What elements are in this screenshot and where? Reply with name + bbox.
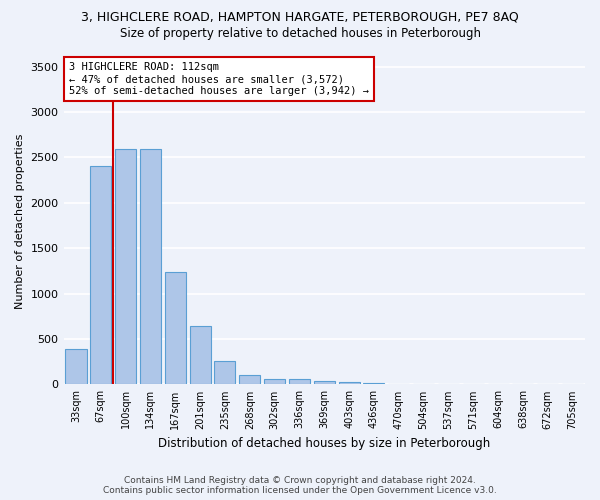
- X-axis label: Distribution of detached houses by size in Peterborough: Distribution of detached houses by size …: [158, 437, 490, 450]
- Bar: [239, 376, 260, 384]
- Bar: [65, 349, 86, 384]
- Bar: [90, 166, 112, 384]
- Text: Size of property relative to detached houses in Peterborough: Size of property relative to detached ho…: [119, 28, 481, 40]
- Text: 3 HIGHCLERE ROAD: 112sqm
← 47% of detached houses are smaller (3,572)
52% of sem: 3 HIGHCLERE ROAD: 112sqm ← 47% of detach…: [69, 62, 369, 96]
- Bar: [140, 149, 161, 384]
- Bar: [338, 382, 359, 384]
- Bar: [115, 149, 136, 384]
- Bar: [264, 378, 285, 384]
- Bar: [214, 362, 235, 384]
- Bar: [165, 272, 186, 384]
- Text: Contains HM Land Registry data © Crown copyright and database right 2024.
Contai: Contains HM Land Registry data © Crown c…: [103, 476, 497, 495]
- Bar: [190, 326, 211, 384]
- Bar: [364, 383, 385, 384]
- Bar: [314, 381, 335, 384]
- Y-axis label: Number of detached properties: Number of detached properties: [15, 134, 25, 308]
- Bar: [289, 380, 310, 384]
- Text: 3, HIGHCLERE ROAD, HAMPTON HARGATE, PETERBOROUGH, PE7 8AQ: 3, HIGHCLERE ROAD, HAMPTON HARGATE, PETE…: [81, 10, 519, 23]
